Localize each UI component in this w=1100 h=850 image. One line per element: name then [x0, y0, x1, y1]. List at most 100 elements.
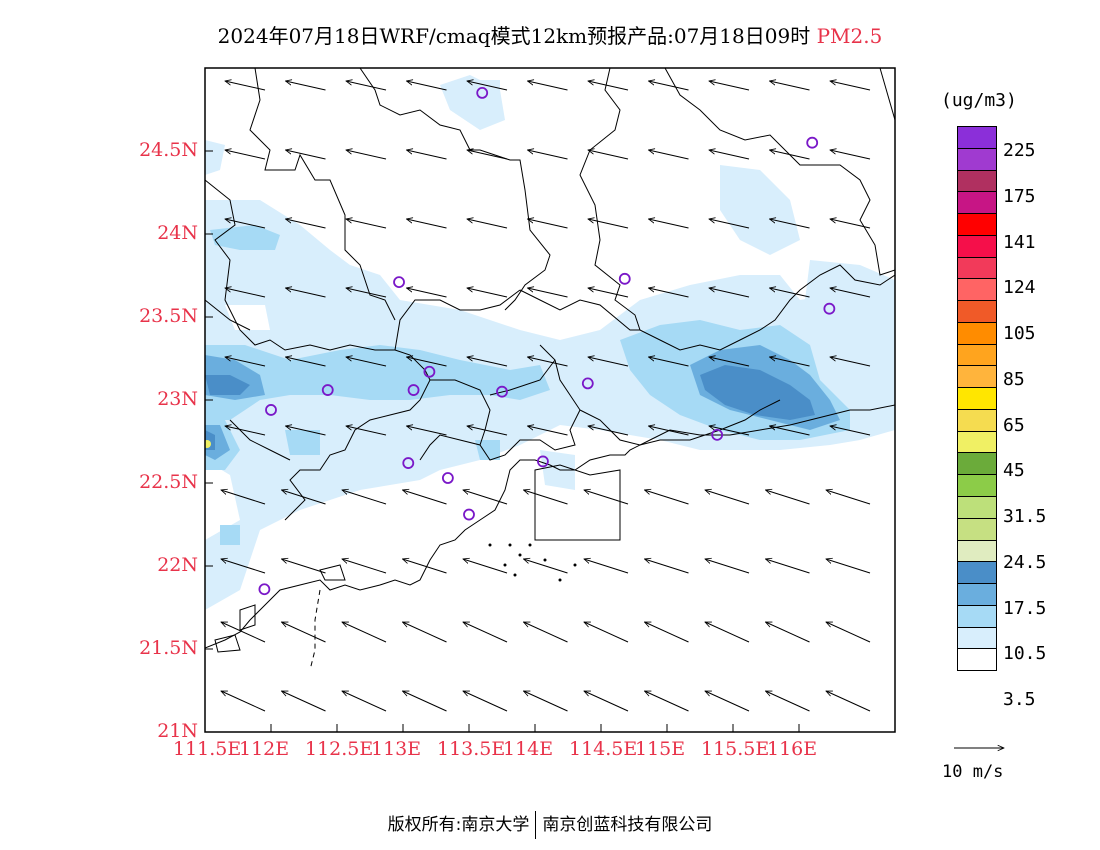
wind-vectors [221, 81, 871, 712]
title-variable: PM2.5 [816, 24, 883, 48]
wind-arrow [342, 490, 387, 505]
longitude-label: 115.5E [701, 738, 770, 760]
colorbar-swatch [957, 256, 997, 280]
pm25-band-below-3.5 [205, 305, 270, 540]
wind-arrow [528, 81, 568, 91]
wind-arrow [528, 150, 568, 160]
colorbar-swatch [957, 474, 997, 498]
colorbar-label: 17.5 [1003, 597, 1047, 619]
axis-ticks [204, 150, 800, 733]
station-marker [476, 87, 489, 99]
wind-arrow [705, 490, 750, 505]
wind-arrow [407, 150, 447, 160]
station-marker [407, 384, 420, 396]
latitude-label: 24.5N [139, 139, 198, 161]
colorbar-swatch [957, 147, 997, 171]
wind-arrow [221, 621, 266, 643]
wind-arrow [528, 288, 568, 298]
wind-arrow [770, 357, 810, 367]
wind-arrow [467, 426, 508, 436]
wind-arrow [826, 559, 871, 574]
station-marker [258, 583, 271, 596]
reference-vector-label: 10 m/s [942, 762, 1004, 782]
pm25-band-3.5 [205, 75, 895, 610]
pm25-hotspot [205, 440, 211, 448]
wind-arrow [286, 288, 326, 298]
wind-arrow [286, 426, 326, 436]
colorbar-swatch [957, 234, 997, 258]
wind-arrow [407, 81, 447, 91]
station-marker [321, 384, 334, 396]
wind-arrow [826, 490, 871, 505]
wind-arrow [588, 288, 629, 298]
wind-arrow [705, 690, 750, 712]
latitude-label: 22.5N [139, 471, 198, 493]
wind-arrow [766, 621, 810, 643]
province-boundaries [205, 68, 895, 521]
colorbar-swatch [957, 496, 997, 519]
wind-arrow [282, 690, 326, 712]
wind-arrow [709, 426, 750, 436]
latitude-label: 23.5N [139, 305, 198, 327]
wind-arrow [225, 357, 266, 367]
wind-arrow [403, 621, 447, 643]
wind-arrow [282, 559, 326, 574]
wind-arrow [770, 219, 810, 229]
wind-arrow [830, 150, 871, 160]
pm25-band-17.5 [205, 365, 815, 450]
wind-arrow [524, 690, 568, 712]
station-marker [806, 136, 819, 149]
wind-arrow [407, 219, 447, 229]
wind-arrow [346, 81, 387, 91]
colorbar-label: 225 [1003, 140, 1036, 161]
station-marker [423, 365, 436, 378]
colorbar-swatch [957, 604, 997, 628]
coastline [205, 404, 895, 653]
wind-arrow [649, 426, 689, 436]
wind-arrow [826, 621, 871, 643]
wind-arrow [282, 490, 326, 505]
longitude-label: 113E [371, 738, 422, 760]
wind-arrow [346, 288, 387, 298]
colorbar-swatch [957, 517, 997, 541]
title-text: 2024年07月18日WRF/cmaq模式12km预报产品:07月18日09时 [217, 24, 811, 48]
wind-arrow [467, 357, 508, 367]
station-marker [711, 428, 724, 441]
wind-arrow [830, 426, 871, 436]
wind-arrow [342, 621, 387, 643]
wind-arrow [588, 219, 629, 229]
wind-arrow [528, 357, 568, 367]
wind-arrow [282, 621, 326, 643]
wind-arrow [286, 81, 326, 91]
colorbar-swatch [957, 365, 997, 389]
colorbar-swatch [957, 278, 997, 302]
colorbar-swatch [957, 561, 997, 585]
colorbar-label: 65 [1003, 414, 1025, 436]
latitude-label: 21.5N [139, 637, 198, 659]
wind-arrow [346, 426, 387, 436]
colorbar-label: 31.5 [1003, 506, 1047, 527]
station-marker [581, 377, 594, 390]
station-marker [265, 404, 277, 416]
wind-arrow [588, 357, 629, 367]
wind-arrow [705, 621, 750, 643]
wind-arrow [770, 426, 810, 436]
wind-arrow [467, 81, 508, 91]
wind-arrow [709, 219, 750, 229]
colorbar-swatch [957, 626, 997, 650]
longitude-label: 116E [767, 738, 818, 760]
wind-arrow [467, 150, 508, 160]
colorbar-swatch [957, 648, 997, 672]
wind-arrow [407, 288, 447, 298]
colorbar [957, 126, 997, 672]
wind-arrow [463, 690, 508, 712]
colorbar-swatch [957, 321, 997, 345]
colorbar-swatch [957, 343, 997, 367]
wind-arrow [649, 357, 689, 367]
wind-arrow [649, 219, 689, 229]
colorbar-swatch [957, 169, 997, 193]
colorbar-swatch [957, 583, 997, 606]
longitude-label: 114E [503, 738, 554, 760]
wind-arrow [584, 490, 629, 505]
colorbar-swatch [957, 191, 997, 215]
